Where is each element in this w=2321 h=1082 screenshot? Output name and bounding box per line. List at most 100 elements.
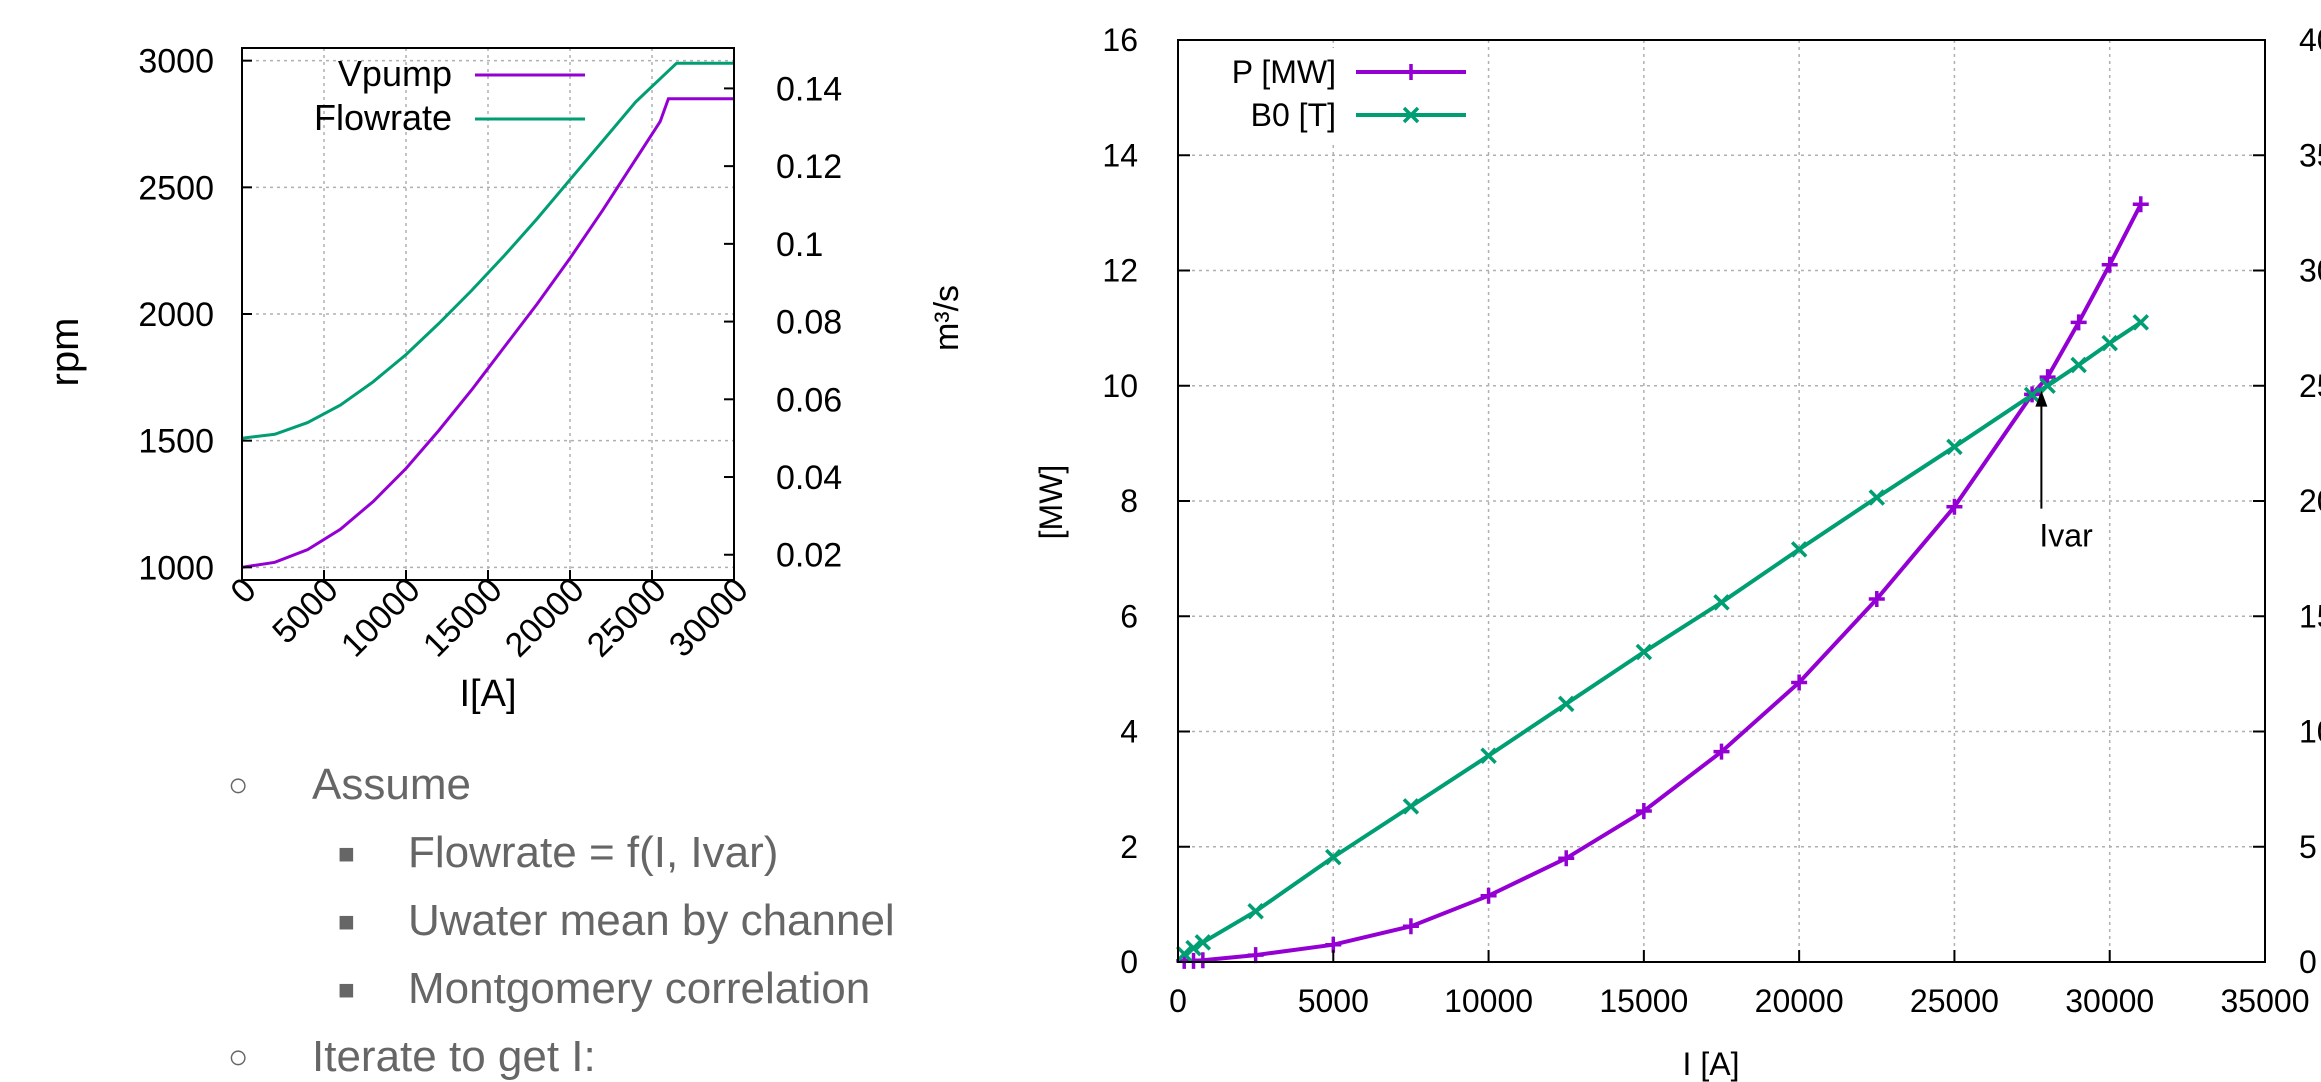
y-axis-label: rpm [43, 318, 87, 387]
x-tick-label: 10000 [334, 571, 428, 665]
tick-marks [1177, 39, 2266, 963]
y2-tick-label: 20 [2299, 483, 2321, 519]
series-line-vpump [241, 97, 734, 569]
grid [1177, 39, 2266, 963]
x-tick-label: 30000 [662, 571, 756, 665]
data-point-p-mw [1558, 850, 1575, 867]
x-tick-label: 10000 [1444, 983, 1533, 1019]
bullet-text: Assume [312, 760, 471, 809]
x-tick-label: 20000 [498, 571, 592, 665]
y-tick-label: 12 [1102, 253, 1138, 289]
y-tick-label: 10 [1102, 368, 1138, 404]
bullet-text: Iterate to get I: [312, 1032, 596, 1081]
y2-tick-label: 5 [2299, 829, 2317, 865]
legend-label-power: P [MW] [1232, 54, 1336, 90]
data-point-p-mw [1402, 918, 1419, 935]
y2-tick-label: 0 [2299, 944, 2317, 980]
power-field-chart: 0 5000 10000 15000 20000 25000 30000 3500002468… [1033, 22, 2321, 1082]
tick-labels: 0 5000 10000 15000 20000 25000 30000 3500002468… [1102, 22, 2321, 1019]
data-point-b0-t [1790, 541, 1808, 558]
x-axis-label: I [A] [1683, 1046, 1740, 1082]
x-tick-label: 15000 [1599, 983, 1688, 1019]
y2-tick-label: 25 [2299, 368, 2321, 404]
y2-tick-label: 0.12 [776, 148, 842, 186]
data-point-p-mw [1247, 947, 1264, 964]
y-tick-label: 2500 [138, 169, 214, 207]
x-tick-label: 5000 [1298, 983, 1369, 1019]
y2-tick-label: 15 [2299, 598, 2321, 634]
y2-tick-label: 0.14 [776, 70, 842, 108]
series-line-flowrate [241, 61, 734, 440]
y2-tick-label: 0.06 [776, 381, 842, 419]
square-bullet-icon: ■ [338, 974, 355, 1005]
y-axis-label: [MW] [1033, 465, 1069, 540]
circle-bullet-icon: ○ [228, 1038, 249, 1076]
data-point-b0-t [1635, 643, 1653, 661]
x-axis-label: I[A] [459, 673, 516, 715]
circle-bullet-icon: ○ [228, 766, 249, 804]
bullet-text: Montgomery correlation [408, 964, 871, 1013]
data-point-p-mw [1946, 498, 1963, 515]
data-point-b0-t [1247, 903, 1264, 920]
data-point-p-mw [1480, 887, 1497, 904]
y-tick-label: 16 [1102, 22, 1138, 58]
x-tick-label: 15000 [416, 571, 510, 665]
x-tick-label: 20000 [1755, 983, 1844, 1019]
data-point-b0-t [1946, 438, 1963, 456]
data-point-p-mw [2101, 256, 2118, 273]
square-bullet-icon: ■ [338, 838, 355, 869]
y2-axis-label: m³/s [928, 285, 966, 351]
legend: Vpump Flowrate [314, 53, 585, 138]
y2-tick-label: 0.1 [776, 226, 823, 264]
data-point-p-mw [2039, 369, 2056, 386]
y-tick-label: 1500 [138, 423, 214, 461]
data-point-b0-t [1175, 945, 1193, 963]
y2-tick-label: 0.08 [776, 304, 842, 342]
x-tick-label: 25000 [580, 571, 674, 665]
y-tick-label: 8 [1120, 483, 1138, 519]
y-tick-label: 2000 [138, 296, 214, 334]
y2-tick-label: 0.04 [776, 459, 842, 497]
square-bullet-icon: ■ [338, 906, 355, 937]
x-tick-label: 0 [223, 571, 263, 611]
series-line-b0-t [1183, 320, 2142, 956]
data-point-b0-t [1868, 489, 1886, 506]
x-tick-label: 5000 [265, 571, 345, 651]
data-point-b0-t [1480, 747, 1497, 764]
data-point-b0-t [1325, 848, 1342, 866]
annotation-label: Ivar [2039, 518, 2093, 554]
legend-marker-b0 [1402, 106, 1420, 124]
series-line-p-mw [1184, 203, 2143, 963]
annotation-ivar: Ivar [2035, 390, 2093, 554]
y-tick-label: 14 [1102, 137, 1138, 173]
x-tick-label: 0 [1169, 983, 1187, 1019]
data-point-b0-t [2101, 334, 2118, 352]
legend-background [1186, 48, 1486, 143]
x-tick-label: 30000 [2065, 983, 2154, 1019]
data-point-p-mw [1635, 803, 1652, 820]
data-point-p-mw [1713, 743, 1730, 760]
y-tick-label: 3000 [138, 43, 214, 81]
x-tick-label: 25000 [1910, 983, 1999, 1019]
y2-tick-label: 40 [2299, 22, 2321, 58]
y-tick-label: 4 [1120, 714, 1138, 750]
tick-marks [241, 59, 735, 580]
data-point-p-mw [1868, 590, 1885, 607]
y2-tick-label: 30 [2299, 253, 2321, 289]
data-point-p-mw [2132, 196, 2149, 213]
y-tick-label: 1000 [138, 549, 214, 587]
legend-marker-power [1403, 64, 1419, 80]
legend-label-flowrate: Flowrate [314, 97, 452, 138]
y-tick-label: 2 [1120, 829, 1138, 865]
x-tick-label: 35000 [2221, 983, 2310, 1019]
y2-tick-label: 35 [2299, 137, 2321, 173]
legend-label-b0: B0 [T] [1251, 97, 1336, 133]
legend-markers [1402, 64, 1420, 124]
legend: P [MW] B0 [T] [1186, 48, 1486, 143]
y-tick-label: 6 [1120, 598, 1138, 634]
series-markers [1175, 196, 2150, 969]
data-point-b0-t [1557, 695, 1575, 713]
data-point-b0-t [2039, 377, 2056, 394]
